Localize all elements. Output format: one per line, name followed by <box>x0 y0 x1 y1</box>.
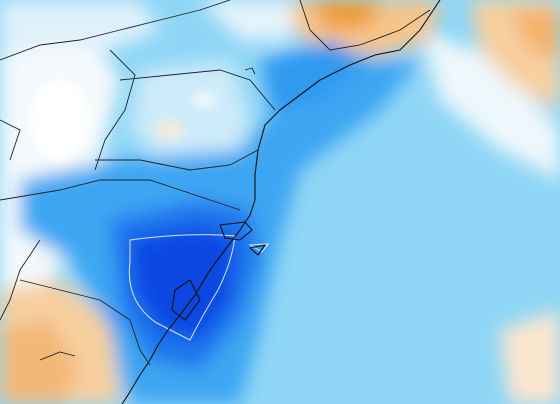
border <box>0 0 231 61</box>
detail-shading <box>30 80 217 160</box>
lagoon <box>171 279 201 321</box>
border <box>119 69 276 111</box>
coastlines <box>121 0 441 404</box>
lake <box>244 67 256 75</box>
coastline <box>121 0 441 404</box>
border <box>19 279 151 366</box>
contour <box>248 243 270 253</box>
lagoon <box>219 221 253 241</box>
contour <box>128 234 236 341</box>
border <box>299 0 431 51</box>
border <box>0 119 21 161</box>
river <box>39 351 76 361</box>
border <box>0 179 241 211</box>
border <box>95 149 259 171</box>
border <box>0 239 41 321</box>
lagoon <box>249 244 266 256</box>
borders <box>0 0 431 366</box>
border <box>94 49 136 171</box>
